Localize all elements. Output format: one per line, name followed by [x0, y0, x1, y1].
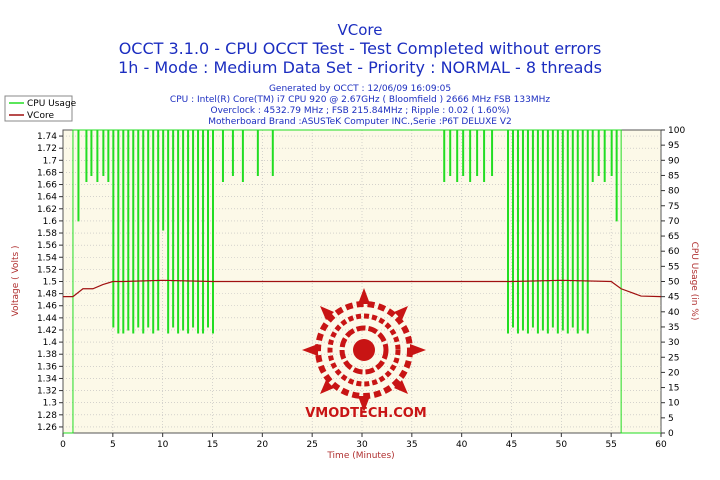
- y2-tick-label: 65: [668, 232, 679, 242]
- y2-tick-label: 20: [668, 368, 680, 378]
- y-tick-label: 1.42: [37, 326, 57, 336]
- y2-tick-label: 70: [668, 217, 680, 227]
- x-tick-label: 25: [306, 440, 317, 450]
- x-tick-label: 55: [605, 440, 616, 450]
- y2-tick-label: 75: [668, 202, 679, 212]
- y2-tick-label: 0: [668, 429, 674, 439]
- y-tick-label: 1.28: [37, 411, 57, 421]
- y-tick-label: 1.3: [43, 399, 57, 409]
- watermark-text: VMODTECH.COM: [305, 406, 426, 421]
- x-tick-label: 45: [506, 440, 517, 450]
- series-layer: [63, 129, 662, 434]
- y2-tick-label: 50: [668, 278, 680, 288]
- x-tick-label: 50: [556, 440, 568, 450]
- y-tick-label: 1.56: [37, 241, 57, 251]
- x-tick-label: 30: [356, 440, 368, 450]
- x-tick-label: 40: [456, 440, 468, 450]
- x-tick-label: 10: [157, 440, 169, 450]
- y2-tick-label: 25: [668, 353, 679, 363]
- y-tick-label: 1.26: [37, 423, 57, 433]
- x-tick-label: 35: [406, 440, 417, 450]
- y2-tick-label: 80: [668, 187, 680, 197]
- axis-ticks: 0 5 10 15 20 25 30 35 40 45 50 55 601.261.281.31.321…: [37, 126, 685, 450]
- y-tick-label: 1.58: [37, 229, 57, 239]
- vmodtech-logo: [302, 288, 426, 412]
- y-tick-label: 1.74: [37, 132, 57, 142]
- y2-tick-label: 10: [668, 399, 680, 409]
- y-tick-label: 1.54: [37, 253, 57, 263]
- y-tick-label: 1.4: [43, 338, 58, 348]
- test-summary: OCCT 3.1.0 - CPU OCCT Test - Test Comple…: [119, 39, 602, 58]
- y-tick-label: 1.34: [37, 374, 57, 384]
- y2-tick-label: 90: [668, 156, 680, 166]
- x-tick-label: 20: [257, 440, 269, 450]
- y2-tick-label: 85: [668, 171, 679, 181]
- legend-box: [4, 95, 73, 122]
- y2-tick-label: 55: [668, 262, 679, 272]
- overclock-info: Overclock : 4532.79 MHz ; FSB 215.84MHz …: [210, 106, 509, 116]
- motherboard-info: Motherboard Brand :ASUSTeK Computer INC.…: [208, 117, 511, 127]
- y-tick-label: 1.32: [37, 387, 57, 397]
- y2-tick-label: 100: [668, 126, 685, 136]
- y2-tick-label: 60: [668, 247, 680, 257]
- y-tick-label: 1.52: [37, 265, 57, 275]
- y2-tick-label: 5: [668, 414, 674, 424]
- y-tick-label: 1.46: [37, 302, 57, 312]
- x-tick-label: 0: [60, 440, 66, 450]
- y-tick-label: 1.44: [37, 314, 57, 324]
- series-line-vcore: [63, 279, 662, 298]
- y-tick-label: 1.64: [37, 193, 57, 203]
- x-tick-label: 60: [655, 440, 667, 450]
- y2-tick-label: 40: [668, 308, 680, 318]
- y-tick-label: 1.66: [37, 181, 57, 191]
- y-tick-label: 1.7: [43, 156, 57, 166]
- y-tick-label: 1.36: [37, 362, 57, 372]
- y2-tick-label: 30: [668, 338, 680, 348]
- y-tick-label: 1.48: [37, 290, 57, 300]
- y-tick-label: 1.6: [43, 217, 58, 227]
- y2-axis-label: CPU Usage (in %): [689, 242, 699, 321]
- y-axis-label: Voltage ( Volts ): [11, 245, 21, 316]
- y-tick-label: 1.38: [37, 350, 57, 360]
- series-line-cpu-usage: [63, 129, 661, 434]
- y-tick-label: 1.72: [37, 144, 57, 154]
- chart-title: VCore: [338, 21, 383, 39]
- test-mode: 1h - Mode : Medium Data Set - Priority :…: [118, 58, 602, 77]
- y-tick-label: 1.5: [43, 278, 57, 288]
- x-axis-label: Time (Minutes): [326, 451, 394, 461]
- y-tick-label: 1.68: [37, 168, 57, 178]
- legend-label-vcore: VCore: [27, 111, 54, 121]
- y2-tick-label: 15: [668, 384, 679, 394]
- y2-tick-label: 45: [668, 293, 679, 303]
- y2-tick-label: 35: [668, 323, 679, 333]
- generated-info: Generated by OCCT : 12/06/09 16:09:05: [269, 84, 451, 94]
- x-tick-label: 15: [207, 440, 218, 450]
- legend: CPU Usage VCore: [4, 95, 77, 122]
- y-tick-label: 1.62: [37, 205, 57, 215]
- y2-tick-label: 95: [668, 141, 679, 151]
- x-tick-label: 5: [110, 440, 116, 450]
- legend-label-cpu-usage: CPU Usage: [27, 99, 77, 109]
- cpu-info: CPU : Intel(R) Core(TM) i7 CPU 920 @ 2.6…: [170, 95, 550, 105]
